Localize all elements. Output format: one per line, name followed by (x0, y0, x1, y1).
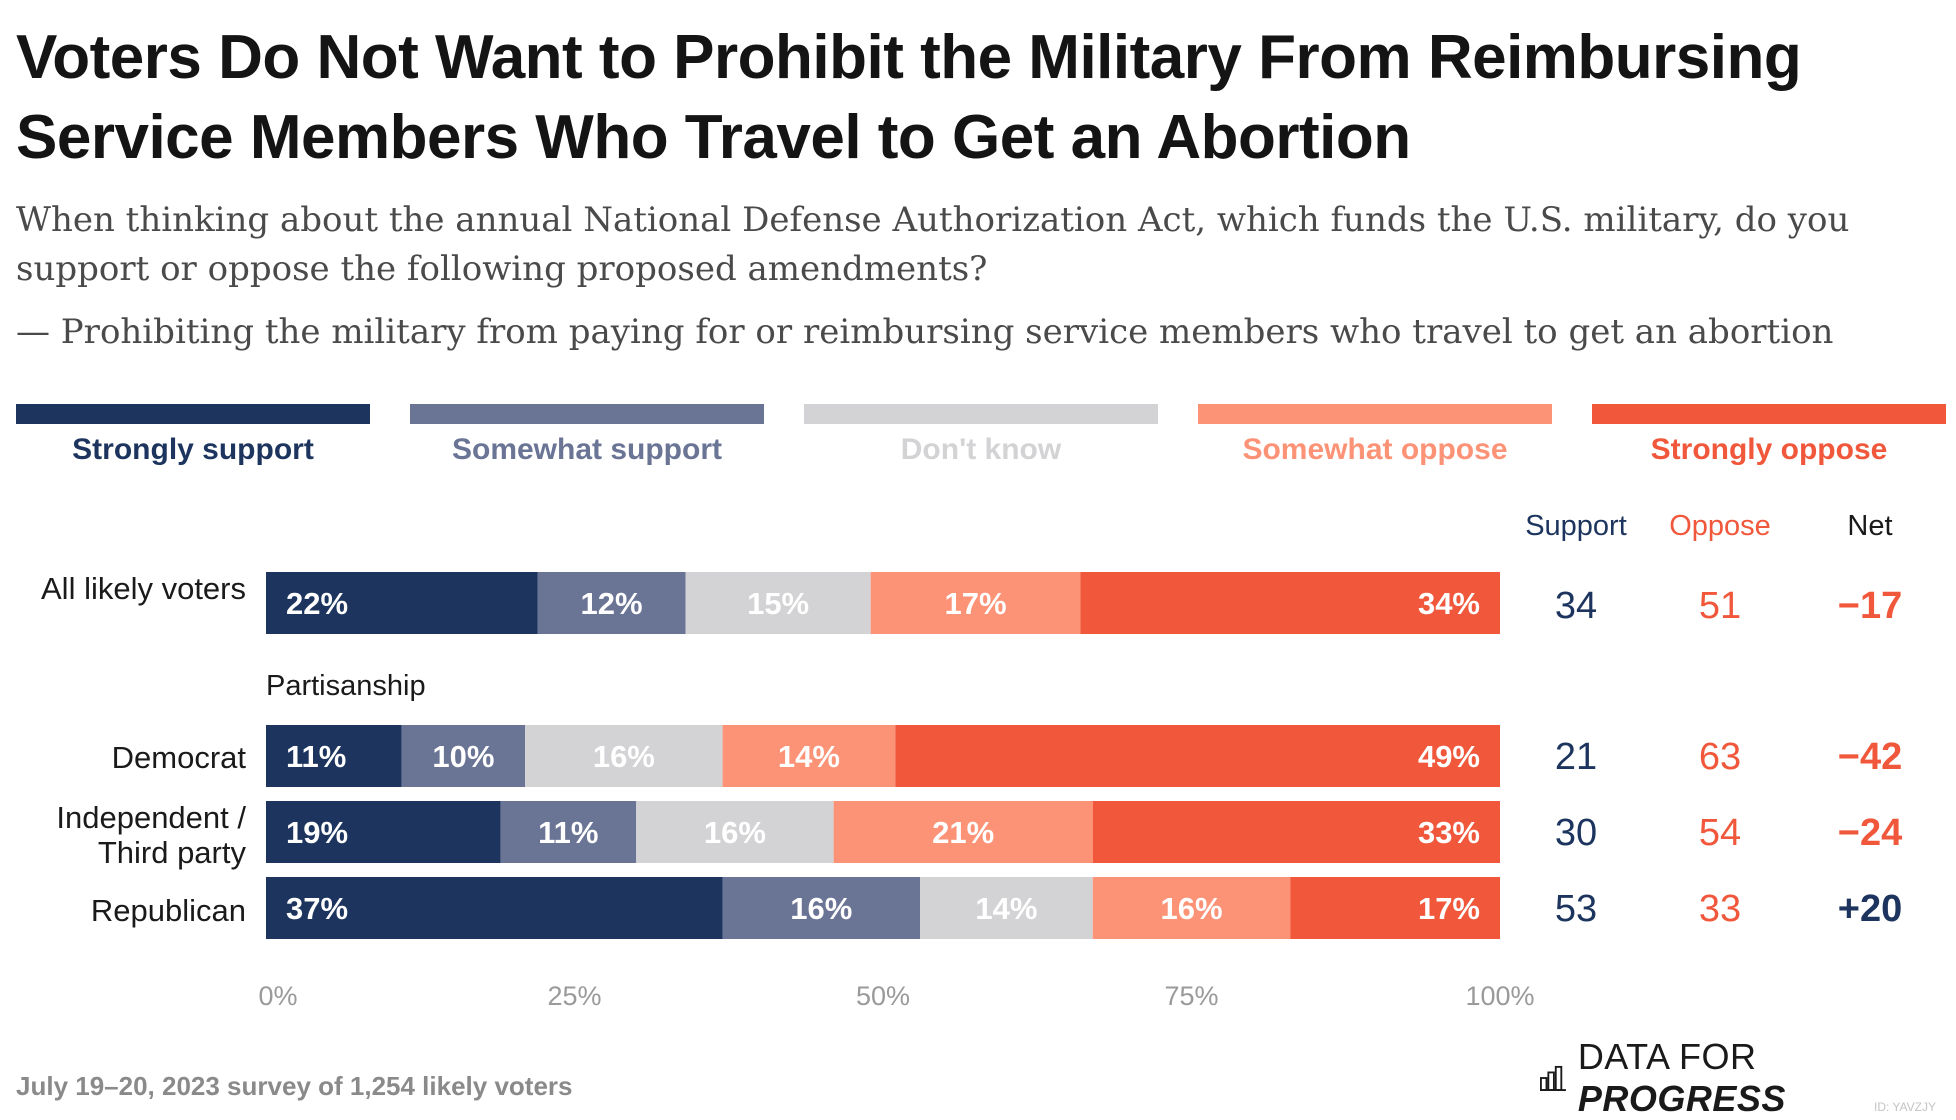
bar-value-label: 16% (790, 891, 852, 926)
bar-segment (833, 801, 1093, 863)
legend-item-strongly-support: Strongly support (16, 404, 370, 467)
bar-value-label: 17% (1418, 891, 1480, 926)
bar-segment (525, 725, 723, 787)
bar-value-label: 16% (704, 815, 766, 850)
brand-text-bold: PROGRESS (1577, 1078, 1786, 1119)
legend-label: Strongly support (72, 433, 314, 466)
legend-swatch (16, 404, 370, 424)
x-tick-label: 75% (1164, 981, 1218, 1011)
bar-value-label: 15% (747, 586, 809, 621)
support-value: 30 (1554, 812, 1598, 854)
bar-segment (500, 801, 637, 863)
net-value: −24 (1837, 812, 1903, 854)
bar-segment (266, 877, 723, 939)
oppose-value: 51 (1698, 585, 1742, 627)
legend-label: Somewhat support (451, 433, 722, 466)
bar-value-label: 17% (945, 586, 1007, 621)
legend-label: Somewhat oppose (1242, 433, 1508, 466)
bar-segment (266, 725, 402, 787)
bar-segment (266, 572, 538, 634)
legend-swatch (1198, 404, 1552, 424)
chart-subtitle: When thinking about the annual National … (16, 200, 1850, 289)
support-value: 21 (1554, 736, 1598, 778)
support-value: 53 (1554, 888, 1598, 930)
legend-item-somewhat-oppose: Somewhat oppose (1198, 404, 1552, 467)
oppose-value: 54 (1698, 812, 1742, 854)
bar-segment (722, 725, 896, 787)
bar-segment (1290, 877, 1500, 939)
bar-value-label: 11% (538, 815, 598, 850)
row-label-independent: Independent / Third party (56, 800, 246, 870)
bar-value-label: 34% (1418, 586, 1480, 621)
bar-segment (895, 725, 1500, 787)
bar-segment (636, 801, 834, 863)
chart-question-item: — Prohibiting the military from paying f… (16, 312, 1834, 352)
x-tick-label: 25% (547, 981, 601, 1011)
column-header-support: Support (1525, 510, 1627, 542)
oppose-value: 33 (1698, 888, 1742, 930)
bar-segment (920, 877, 1093, 939)
legend-label: Don't know (900, 433, 1062, 466)
bar-segment (1080, 572, 1500, 634)
legend-item-dont-know: Don't know (804, 404, 1158, 467)
net-value: +20 (1837, 888, 1903, 930)
bar-value-label: 22% (286, 586, 348, 621)
bar-value-label: 12% (580, 586, 642, 621)
oppose-value: 63 (1698, 736, 1742, 778)
bar-chart-icon (1540, 1065, 1566, 1091)
bar-value-label: 14% (975, 891, 1037, 926)
image-id: ID: YAVZJY (1873, 1100, 1936, 1114)
bar-value-label: 49% (1418, 739, 1480, 774)
net-value: −17 (1837, 585, 1903, 627)
bar-segment (1092, 801, 1500, 863)
support-value: 34 (1554, 585, 1598, 627)
x-tick-label: 0% (258, 981, 297, 1011)
x-tick-label: 50% (856, 981, 910, 1011)
survey-note: July 19–20, 2023 survey of 1,254 likely … (16, 1071, 573, 1101)
bar-segment (722, 877, 921, 939)
bar-value-label: 37% (286, 891, 348, 926)
row-label-democrat: Democrat (111, 740, 246, 775)
legend-item-strongly-oppose: Strongly oppose (1592, 404, 1946, 467)
bar-segment (266, 801, 501, 863)
bar-value-label: 16% (1160, 891, 1222, 926)
bar-value-label: 16% (593, 739, 655, 774)
section-label-partisanship: Partisanship (266, 670, 426, 702)
legend-swatch (1592, 404, 1946, 424)
bar-segment (537, 572, 686, 634)
net-value: −42 (1837, 736, 1903, 778)
bar-value-label: 10% (432, 739, 494, 774)
x-tick-label: 100% (1465, 981, 1534, 1011)
bar-segment (401, 725, 526, 787)
legend-swatch (410, 404, 764, 424)
bar-value-label: 21% (932, 815, 994, 850)
bar-value-label: 11% (286, 739, 346, 774)
bar-value-label: 33% (1418, 815, 1480, 850)
brand-logo: DATA FOR PROGRESS ID: YAVZJY (1540, 1036, 1946, 1119)
row-label-republican: Republican (90, 893, 246, 928)
bar-segment (870, 572, 1081, 634)
legend-item-somewhat-support: Somewhat support (410, 404, 764, 467)
legend-label: Strongly oppose (1650, 433, 1888, 466)
legend-swatch (804, 404, 1158, 424)
chart-title: Voters Do Not Want to Prohibit the Milit… (16, 23, 1802, 172)
bar-value-label: 14% (778, 739, 840, 774)
brand-text-light: DATA FOR (1577, 1036, 1757, 1077)
bar-segment (685, 572, 871, 634)
column-header-oppose: Oppose (1669, 510, 1771, 542)
row-label-all-likely-voters: All likely voters (41, 571, 246, 606)
column-header-net: Net (1847, 510, 1893, 542)
bar-value-label: 19% (286, 815, 348, 850)
bar-segment (1092, 877, 1291, 939)
